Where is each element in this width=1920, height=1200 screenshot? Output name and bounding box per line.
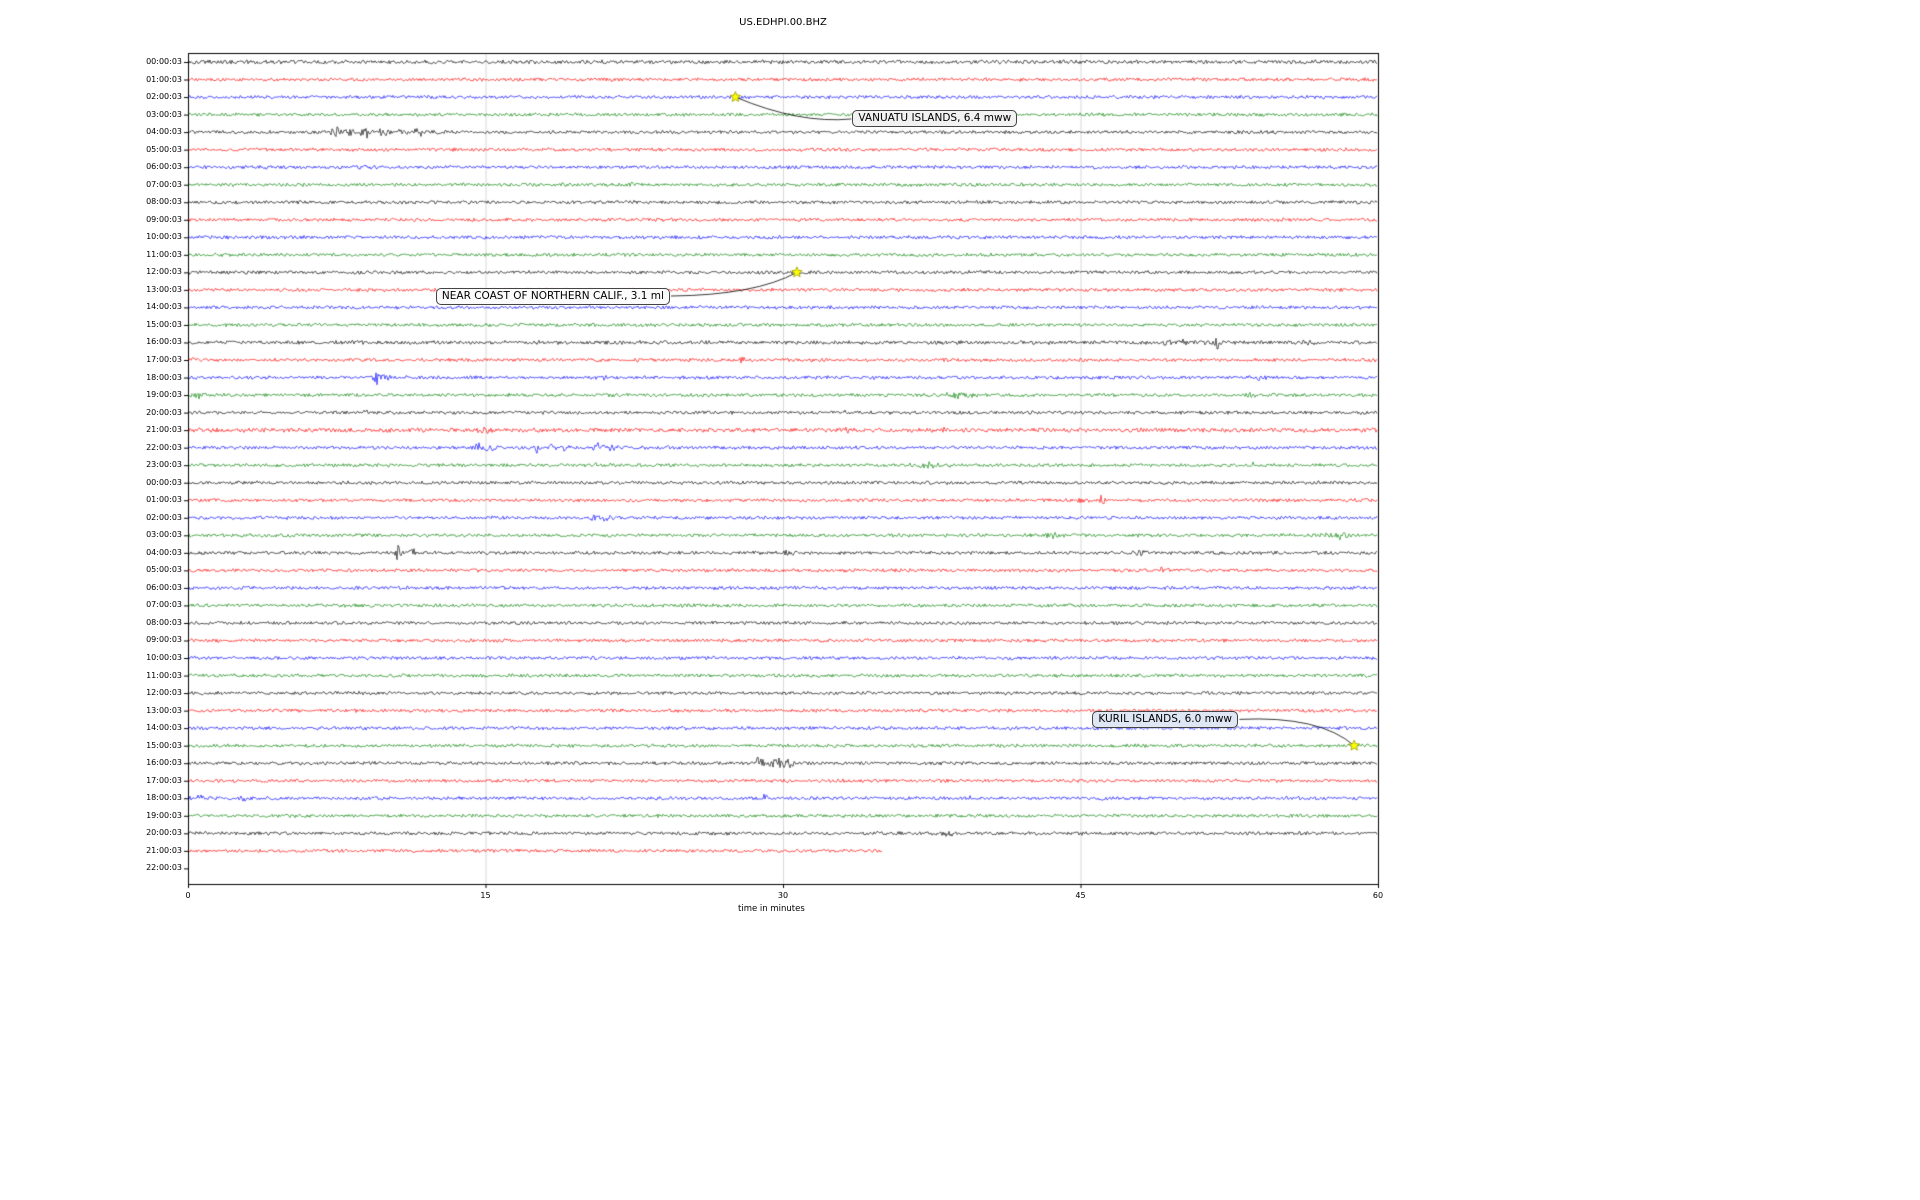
- row-label: 15:00:03: [146, 319, 182, 329]
- row-label: 18:00:03: [146, 372, 182, 382]
- event-label: VANUATU ISLANDS, 6.4 mww: [852, 110, 1018, 128]
- row-label: 04:00:03: [146, 547, 182, 557]
- row-label: 02:00:03: [146, 92, 182, 102]
- row-label: 02:00:03: [146, 512, 182, 522]
- row-label: 16:00:03: [146, 758, 182, 768]
- row-label: 22:00:03: [146, 442, 182, 452]
- row-label: 22:00:03: [146, 863, 182, 873]
- row-label: 17:00:03: [146, 775, 182, 785]
- row-label: 11:00:03: [146, 670, 182, 680]
- row-label: 07:00:03: [146, 600, 182, 610]
- event-label: NEAR COAST OF NORTHERN CALIF., 3.1 ml: [435, 287, 670, 305]
- row-label: 19:00:03: [146, 810, 182, 820]
- row-label: 21:00:03: [146, 425, 182, 435]
- row-label: 08:00:03: [146, 197, 182, 207]
- row-label: 13:00:03: [146, 284, 182, 294]
- row-label: 17:00:03: [146, 355, 182, 364]
- row-label: 12:00:03: [146, 267, 182, 277]
- row-label: 10:00:03: [146, 653, 182, 663]
- row-label: 13:00:03: [146, 705, 182, 715]
- row-label: 10:00:03: [146, 232, 182, 242]
- x-tick-label: 0: [185, 891, 191, 900]
- event-label: KURIL ISLANDS, 6.0 mww: [1092, 710, 1239, 728]
- row-label: 00:00:03: [146, 57, 182, 66]
- x-tick-label: 30: [777, 891, 789, 900]
- row-label: 04:00:03: [146, 127, 182, 137]
- x-tick-label: 60: [1372, 891, 1384, 900]
- row-label: 20:00:03: [146, 407, 182, 417]
- row-label: 09:00:03: [146, 635, 182, 645]
- row-label: 06:00:03: [146, 582, 182, 592]
- x-axis-title: time in minutes: [738, 904, 805, 914]
- row-label: 16:00:03: [146, 337, 182, 347]
- row-label: 21:00:03: [146, 845, 182, 855]
- row-label: 01:00:03: [146, 495, 182, 505]
- row-label: 11:00:03: [146, 249, 182, 259]
- row-label: 00:00:03: [146, 477, 182, 487]
- row-label: 20:00:03: [146, 828, 182, 838]
- row-label: 14:00:03: [146, 723, 182, 733]
- row-label: 19:00:03: [146, 390, 182, 400]
- row-label: 06:00:03: [146, 162, 182, 172]
- row-label: 23:00:03: [146, 460, 182, 470]
- row-label: 05:00:03: [146, 565, 182, 575]
- row-label: 12:00:03: [146, 688, 182, 698]
- x-tick-label: 15: [480, 891, 491, 900]
- row-label: 18:00:03: [146, 793, 182, 803]
- row-label: 05:00:03: [146, 144, 182, 154]
- row-label: 14:00:03: [146, 302, 182, 312]
- row-label: 08:00:03: [146, 617, 182, 627]
- chart-title: US.EDHPI.00.BHZ: [739, 17, 827, 28]
- row-label: 03:00:03: [146, 109, 182, 119]
- row-label: 01:00:03: [146, 74, 182, 84]
- row-label: 09:00:03: [146, 214, 182, 224]
- row-label: 15:00:03: [146, 740, 182, 750]
- row-label: 03:00:03: [146, 530, 182, 540]
- row-label: 07:00:03: [146, 179, 182, 189]
- x-tick-label: 45: [1075, 891, 1086, 900]
